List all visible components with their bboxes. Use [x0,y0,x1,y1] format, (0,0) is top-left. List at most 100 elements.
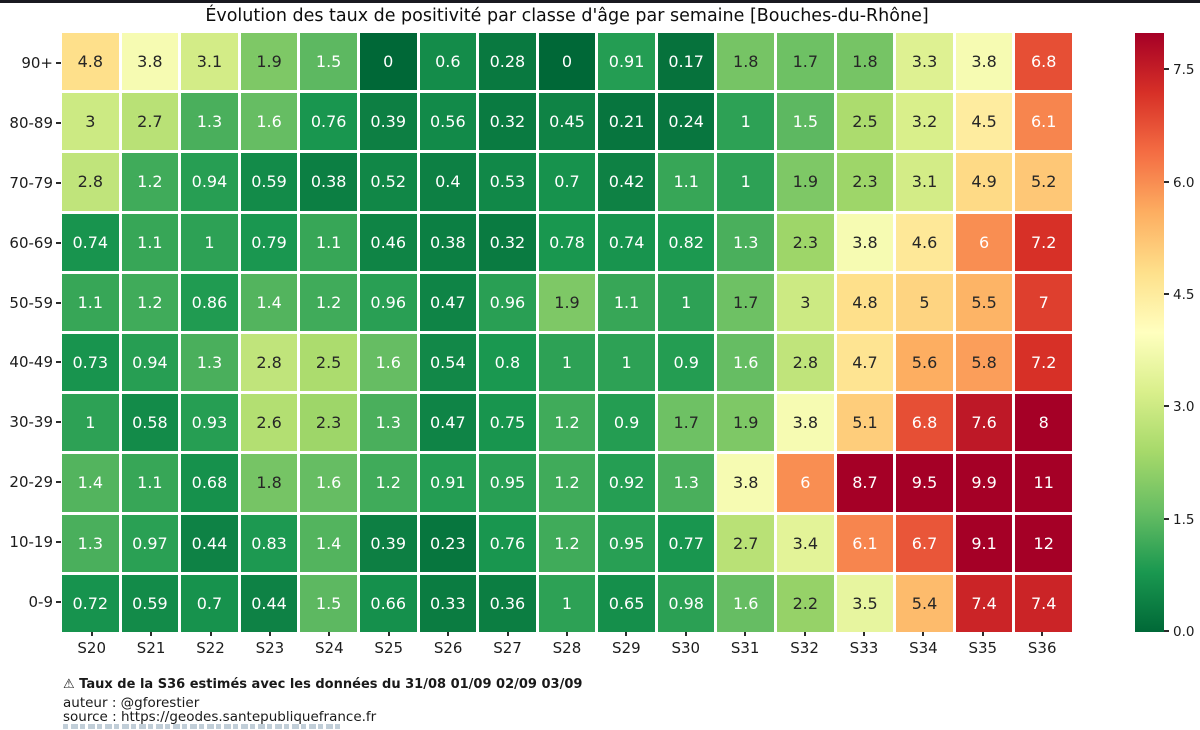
heatmap-cell: 0.32 [479,213,536,271]
x-tick-label: S23 [255,639,285,657]
colorbar-tick-mark [1164,630,1169,632]
y-tick-mark [56,361,61,364]
heatmap-cell: 6.8 [896,394,953,452]
x-tick-label: S36 [1027,639,1057,657]
heatmap-cell: 1.4 [62,454,119,512]
heatmap-cell: 4.8 [836,273,894,331]
heatmap-cell: 0.7 [538,153,596,211]
heatmap-cell: 0.91 [419,454,477,512]
x-axis-label-col: S30 [656,632,715,662]
heatmap-cell: 2.5 [836,93,894,151]
heatmap-cell: 2.3 [777,213,834,271]
heatmap-cell: 0.59 [240,153,298,211]
y-tick-label: 80-89 [9,113,53,132]
y-tick-label: 10-19 [9,533,53,552]
x-axis-label-col: S22 [181,632,240,662]
heatmap-cell: 0.39 [359,514,417,572]
heatmap-cell: 1.1 [657,153,715,211]
heatmap-cell: 5.5 [955,273,1013,331]
y-tick-label: 70-79 [9,173,53,192]
y-axis-label-row: 80-89 [0,93,61,153]
heatmap-cell: 3.2 [896,93,953,151]
heatmap-cell: 0.8 [479,334,536,392]
heatmap-cell: 5.2 [1015,153,1072,211]
heatmap-cell: 1.9 [717,394,775,452]
heatmap-cell: 2.7 [121,93,179,151]
heatmap-cell: 0.38 [300,153,357,211]
x-tick-label: S26 [433,639,463,657]
heatmap-cell: 1.7 [717,273,775,331]
heatmap-cell: 3.8 [836,213,894,271]
x-tick-mark [803,632,806,636]
heatmap-cell: 1.2 [538,394,596,452]
heatmap-cell: 0 [538,33,596,91]
heatmap-cell: 0.98 [657,574,715,632]
heatmap-cell: 0.38 [419,213,477,271]
heatmap-cell: 5.8 [955,334,1013,392]
heatmap-cell: 9.5 [896,454,953,512]
heatmap-cell: 4.8 [62,33,119,91]
y-tick-mark [56,61,61,64]
heatmap-cell: 6 [955,213,1013,271]
heatmap-cell: 0.44 [181,514,238,572]
heatmap-cell: 1.4 [300,514,357,572]
heatmap-cell: 4.9 [955,153,1013,211]
heatmap-cell: 0.47 [419,394,477,452]
colorbar-tick-label: 4.5 [1173,287,1195,304]
x-tick-mark [981,632,984,636]
heatmap-cell: 7.4 [1015,574,1072,632]
heatmap-cell: 1.7 [777,33,834,91]
heatmap-cell: 0.76 [300,93,357,151]
heatmap-cell: 0.92 [598,454,655,512]
clipped-text-line [63,724,341,729]
heatmap-cell: 5.4 [896,574,953,632]
heatmap-cell: 0.75 [479,394,536,452]
y-axis-label-row: 70-79 [0,153,61,213]
y-axis-label-row: 20-29 [0,452,61,512]
heatmap-cell: 1.2 [121,153,179,211]
heatmap-cell: 1.7 [657,394,715,452]
x-tick-label: S21 [136,639,166,657]
heatmap-cell: 2.6 [240,394,298,452]
heatmap-cell: 0.59 [121,574,179,632]
heatmap-cell: 1.2 [300,273,357,331]
heatmap-cell: 0.74 [598,213,655,271]
y-tick-label: 20-29 [9,473,53,492]
heatmap-cell: 0 [359,33,417,91]
x-tick-mark [447,632,450,636]
heatmap-cell: 6 [777,454,834,512]
heatmap-cell: 5.1 [836,394,894,452]
x-axis-label-col: S21 [121,632,180,662]
x-tick-label: S31 [730,639,760,657]
heatmap-cell: 0.93 [181,394,238,452]
heatmap-cell: 1.1 [300,213,357,271]
x-tick-label: S34 [909,639,938,657]
x-tick-label: S28 [552,639,582,657]
heatmap-cell: 4.6 [896,213,953,271]
x-tick-mark [387,632,390,636]
heatmap-cell: 0.33 [419,574,477,632]
heatmap-cell: 1 [717,153,775,211]
heatmap-cell: 2.8 [777,334,834,392]
heatmap-cell: 1.1 [121,454,179,512]
heatmap-cell: 1.3 [62,514,119,572]
heatmap-cell: 7.2 [1015,334,1072,392]
heatmap-cell: 3.3 [896,33,953,91]
y-tick-mark [56,301,61,304]
x-axis-label-col: S32 [775,632,834,662]
heatmap-cell: 9.1 [955,514,1013,572]
y-tick-label: 90+ [21,53,53,72]
heatmap-cell: 0.54 [419,334,477,392]
heatmap-cell: 0.7 [181,574,238,632]
colorbar-tick-mark [1164,517,1169,520]
heatmap-cell: 0.36 [479,574,536,632]
heatmap-cell: 0.9 [657,334,715,392]
heatmap-cell: 2.3 [300,394,357,452]
heatmap-cell: 1 [538,334,596,392]
heatmap-cell: 1.9 [240,33,298,91]
x-axis-label-col: S29 [597,632,656,662]
heatmap-cell: 1.2 [359,454,417,512]
heatmap-cell: 0.68 [181,454,238,512]
y-axis-label-row: 40-49 [0,333,61,393]
heatmap-cell: 0.6 [419,33,477,91]
